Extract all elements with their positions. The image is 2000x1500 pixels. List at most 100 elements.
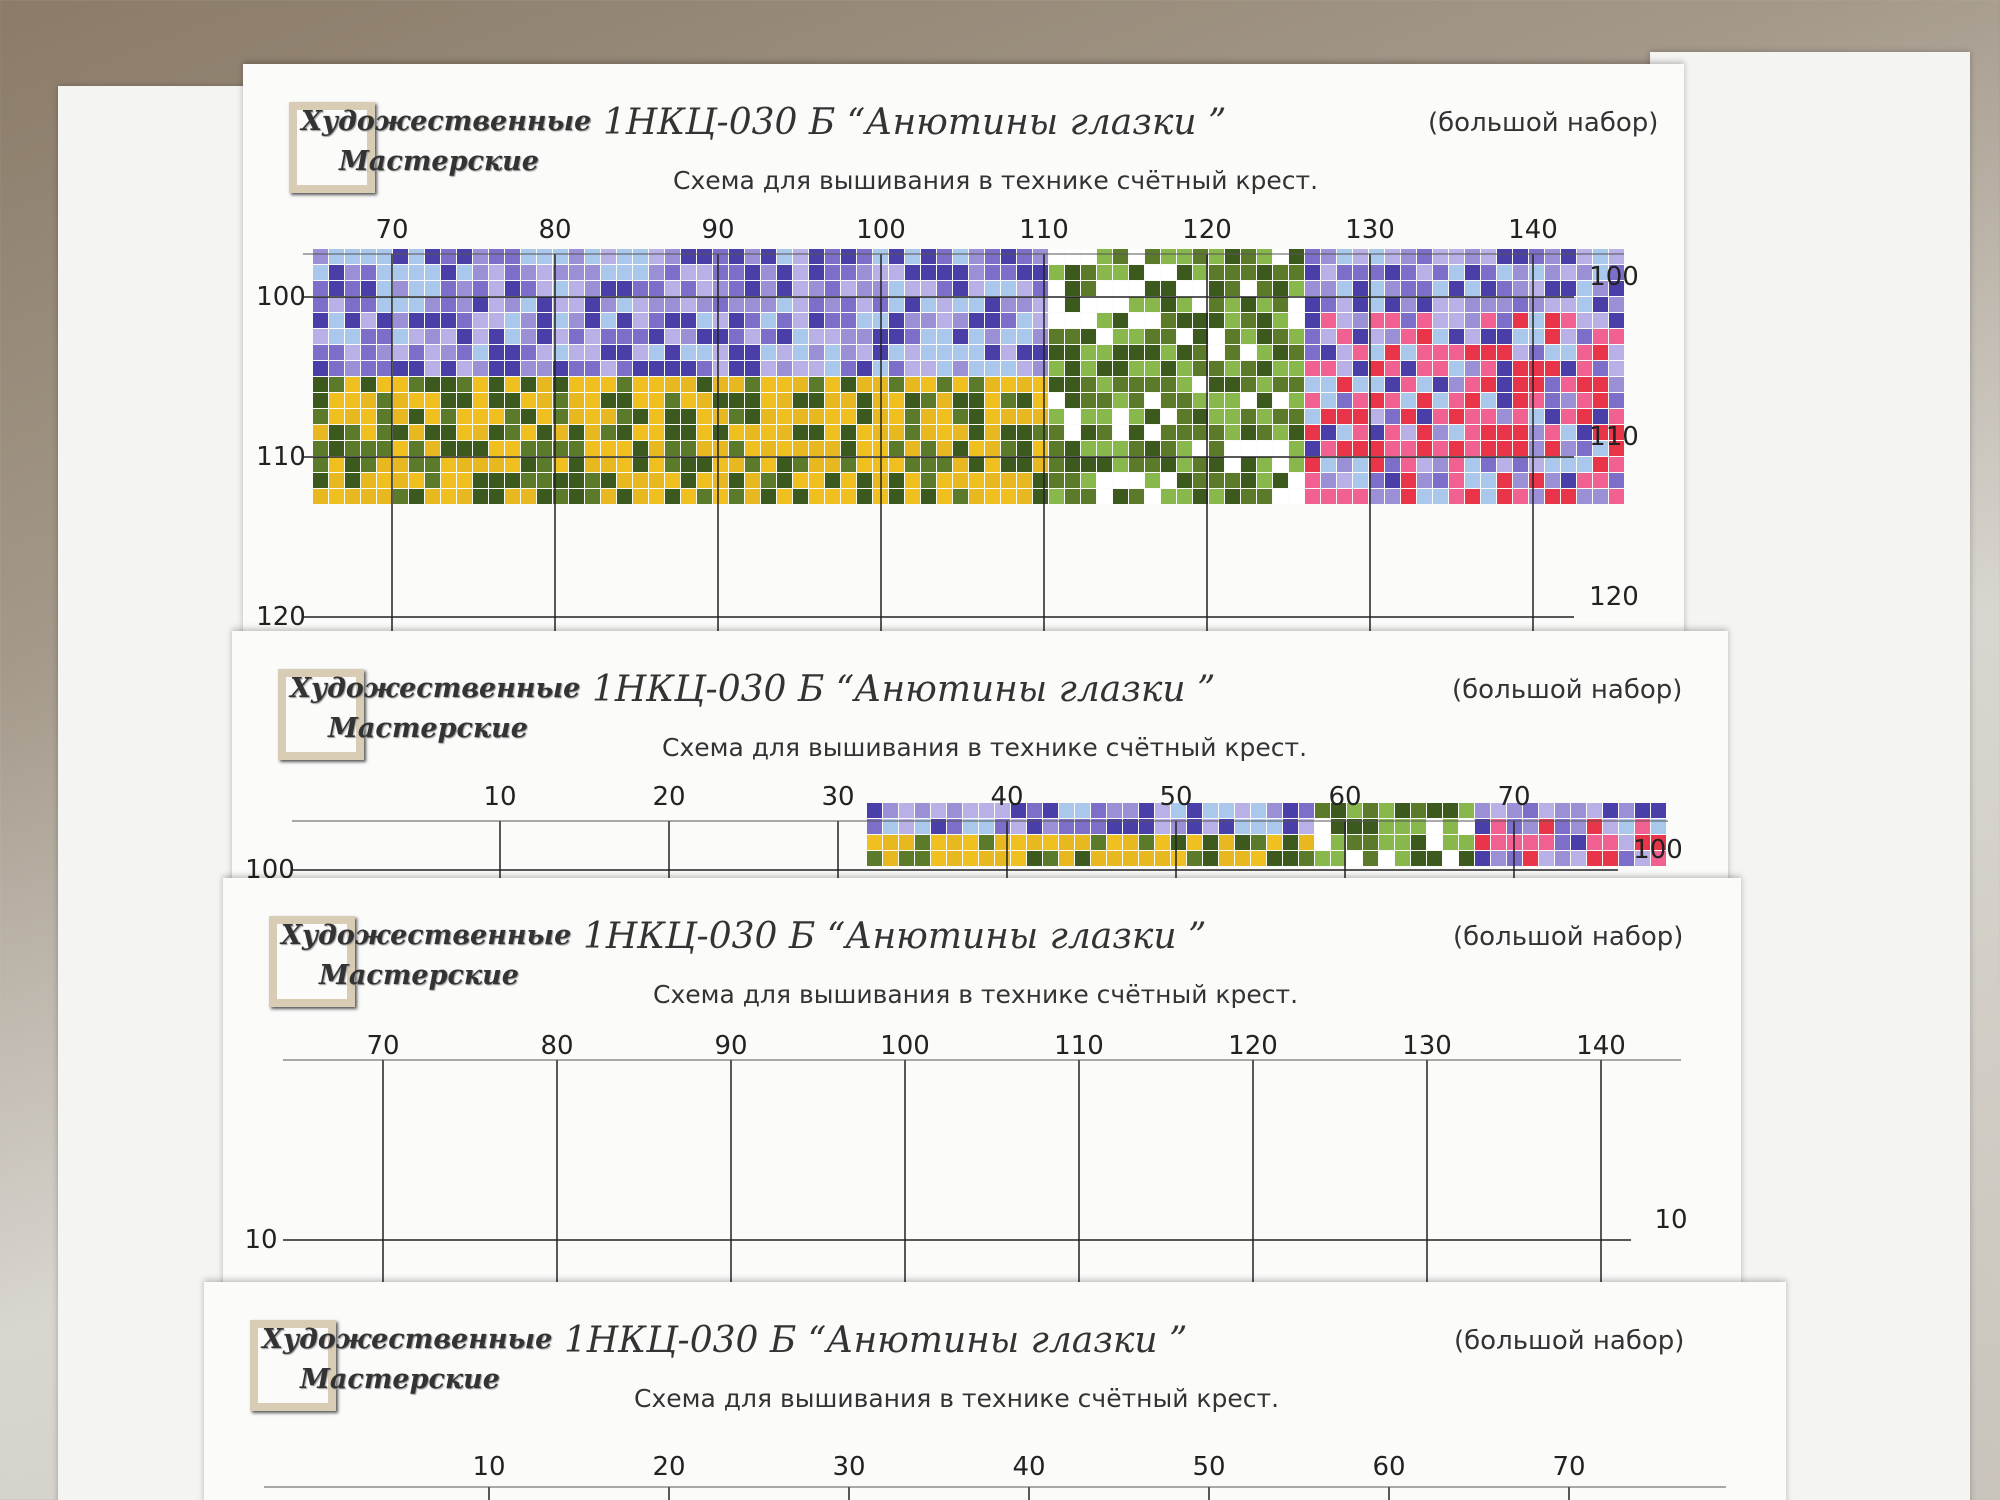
stitch (1113, 409, 1128, 424)
stitch (793, 249, 808, 264)
stitch (1545, 297, 1560, 312)
stitch (457, 297, 472, 312)
title: 1НКЦ-030 Б “Анютины глазки ” (564, 1320, 1188, 1361)
stitch (1017, 377, 1032, 392)
stitch (1523, 851, 1538, 866)
stitch (633, 297, 648, 312)
stitch (633, 249, 648, 264)
stitch (1251, 803, 1266, 818)
stitch (1577, 441, 1592, 456)
stitch (1411, 819, 1426, 834)
stitch (937, 297, 952, 312)
stitch (1097, 457, 1112, 472)
stitch (1145, 329, 1160, 344)
stitch (1321, 297, 1336, 312)
stitch (745, 345, 760, 360)
stitch (1161, 297, 1176, 312)
stitch (521, 281, 536, 296)
stitch (457, 361, 472, 376)
stitch (313, 265, 328, 280)
stitch (1321, 361, 1336, 376)
stitch (841, 249, 856, 264)
pattern-grid (292, 803, 1668, 891)
stitch (809, 377, 824, 392)
stitch (1619, 835, 1634, 850)
stitch (345, 457, 360, 472)
stitch (1635, 803, 1650, 818)
stitch (1257, 489, 1272, 504)
stitch (1017, 313, 1032, 328)
stitch (1273, 361, 1288, 376)
stitch (1273, 313, 1288, 328)
stitch (1033, 297, 1048, 312)
stitch (1443, 835, 1458, 850)
logo-frame (269, 916, 355, 1007)
stitch (1081, 249, 1096, 264)
logo-text: Мастерские (300, 1364, 500, 1395)
stitch (569, 329, 584, 344)
stitch (1209, 489, 1224, 504)
stitch (1561, 313, 1576, 328)
stitch (985, 393, 1000, 408)
stitch (1193, 457, 1208, 472)
stitch (1315, 835, 1330, 850)
stitch (1273, 457, 1288, 472)
stitch (521, 457, 536, 472)
stitch (1193, 329, 1208, 344)
stitch (473, 313, 488, 328)
stitch (857, 457, 872, 472)
stitch (553, 377, 568, 392)
stitch (1219, 835, 1234, 850)
stitch (537, 425, 552, 440)
stitch (1273, 441, 1288, 456)
stitch (1337, 297, 1352, 312)
logo: Художественные Мастерские (279, 92, 591, 193)
stitch (1219, 819, 1234, 834)
stitch (1161, 377, 1176, 392)
stitch (1481, 409, 1496, 424)
stitch (1097, 281, 1112, 296)
stitch (329, 313, 344, 328)
stitch (1257, 377, 1272, 392)
stitch (921, 489, 936, 504)
stitch (409, 473, 424, 488)
stitch (393, 361, 408, 376)
stitch (569, 377, 584, 392)
stitch (1289, 473, 1304, 488)
stitch (937, 425, 952, 440)
stitch (985, 297, 1000, 312)
stitch (1539, 819, 1554, 834)
stitch (1443, 803, 1458, 818)
stitch (1529, 297, 1544, 312)
stitch (1209, 441, 1224, 456)
stitch (1081, 345, 1096, 360)
stitch (1321, 409, 1336, 424)
pattern-grid (303, 249, 1624, 639)
stitch (1331, 819, 1346, 834)
stitch (313, 361, 328, 376)
stitch (1033, 345, 1048, 360)
stitch (1033, 393, 1048, 408)
stitch (931, 819, 946, 834)
stitch (1161, 441, 1176, 456)
stitch (1043, 835, 1058, 850)
stitch (1545, 281, 1560, 296)
stitch (585, 377, 600, 392)
column-label: 30 (821, 782, 855, 812)
stitch (1395, 803, 1410, 818)
stitch (1049, 281, 1064, 296)
stitch (393, 457, 408, 472)
stitch (1273, 473, 1288, 488)
stitch (649, 361, 664, 376)
stitch (1337, 441, 1352, 456)
stitch (1017, 281, 1032, 296)
stitch (1081, 473, 1096, 488)
stitch (1225, 361, 1240, 376)
stitch (1577, 297, 1592, 312)
stitch (1481, 393, 1496, 408)
stitch (777, 393, 792, 408)
stitch (937, 473, 952, 488)
stitch (1321, 393, 1336, 408)
stitch (1593, 489, 1608, 504)
stitch (1481, 489, 1496, 504)
